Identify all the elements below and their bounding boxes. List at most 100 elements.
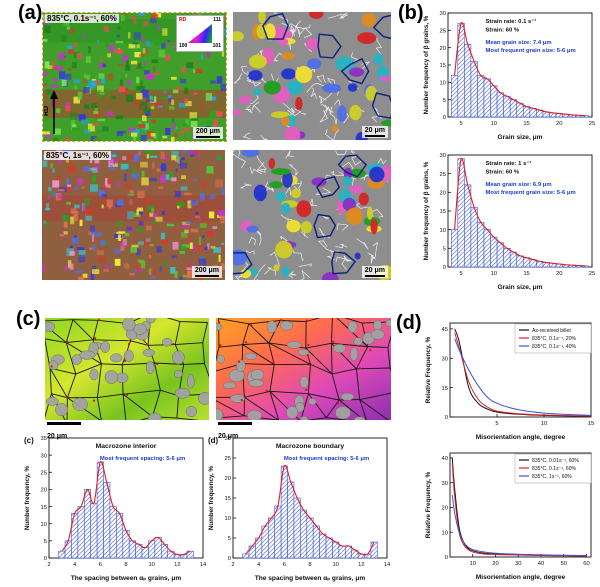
svg-text:20: 20	[440, 191, 446, 197]
svg-text:Misorientation angle, degree: Misorientation angle, degree	[476, 434, 566, 441]
svg-text:15: 15	[523, 121, 529, 127]
svg-text:2: 2	[231, 562, 234, 568]
svg-text:0: 0	[228, 556, 231, 562]
scale-bar: 200 μm	[192, 126, 223, 139]
svg-text:35: 35	[41, 436, 47, 442]
svg-text:30: 30	[41, 453, 47, 459]
panel-c-label: (c)	[16, 308, 41, 330]
ipf-101-label: 101	[212, 43, 221, 49]
misorientation-plot-60pct: 10 20 30 40 50 60 0 10 20 30 40 835°C, 0.01s⁻¹, 60%…	[425, 452, 592, 581]
svg-text:8: 8	[308, 562, 311, 568]
svg-text:40: 40	[538, 561, 544, 567]
svg-text:2: 2	[47, 562, 50, 568]
svg-text:835°C, 0.01s⁻¹, 60%: 835°C, 0.01s⁻¹, 60%	[532, 458, 579, 464]
svg-text:30: 30	[442, 356, 448, 362]
ipf-map-image	[42, 150, 225, 280]
ipf-100-label: 100	[179, 43, 188, 49]
svg-text:10: 10	[41, 522, 47, 528]
ipf-color-key: RD 111 100 101	[176, 15, 224, 52]
svg-text:10: 10	[470, 561, 476, 567]
macrozone-boundary-map	[216, 318, 391, 420]
svg-text:10: 10	[541, 421, 547, 427]
grain-map-image	[233, 12, 391, 140]
svg-text:Macrozone boundary: Macrozone boundary	[276, 443, 345, 450]
svg-text:Number frequency of β grains,: Number frequency of β grains, %	[423, 15, 430, 114]
svg-text:Grain size, μm: Grain size, μm	[497, 134, 542, 141]
svg-text:Number frequency, %: Number frequency, %	[24, 465, 31, 530]
ipf-111-label: 111	[213, 17, 221, 23]
svg-text:5: 5	[495, 421, 498, 427]
svg-text:15: 15	[523, 271, 529, 277]
svg-text:20: 20	[556, 271, 562, 277]
svg-text:15: 15	[225, 496, 231, 502]
scale-label: 20 μm	[364, 266, 385, 274]
svg-text:Misorientation angle, degree: Misorientation angle, degree	[476, 574, 566, 581]
svg-text:30: 30	[440, 11, 446, 17]
svg-text:As-received billet: As-received billet	[532, 328, 571, 334]
scale-bar: 200 μm	[191, 265, 222, 278]
svg-text:20: 20	[440, 46, 446, 52]
spacing-histogram-interior: 2 4 6 8 10 12 14 0 5 10 15 20 25 30 35 Macrozone interi…	[24, 436, 207, 582]
scale-bar-line	[194, 274, 219, 277]
scale-label: 20 μm	[218, 432, 239, 440]
scale-bar: 20 μm	[218, 422, 252, 443]
scale-label: 20 μm	[364, 126, 385, 134]
scale-bar: 20 μm	[361, 265, 388, 278]
svg-text:45: 45	[442, 327, 448, 333]
svg-text:Grain size, μm: Grain size, μm	[497, 284, 542, 291]
svg-text:835°C, 1s⁻¹, 60%: 835°C, 1s⁻¹, 60%	[532, 474, 572, 480]
svg-text:15: 15	[440, 63, 446, 69]
scale-label: 200 μm	[195, 127, 220, 135]
svg-text:Most frequent spacing: 5-6 μm: Most frequent spacing: 5-6 μm	[284, 456, 369, 462]
svg-text:20: 20	[556, 121, 562, 127]
micrograph-image	[216, 318, 391, 420]
svg-text:5: 5	[443, 98, 446, 104]
scale-bar-line	[195, 135, 220, 138]
grain-size-histogram-1s: 5 10 15 20 25 0 5 10 15 20 25 30 Strain rate: 1 s⁻¹ S…	[423, 153, 595, 291]
svg-text:5: 5	[459, 271, 462, 277]
svg-text:10: 10	[491, 271, 497, 277]
svg-text:Relative Frequency, %: Relative Frequency, %	[425, 336, 432, 403]
spacing-histogram-boundary: 2 4 6 8 10 12 14 0 5 10 15 20 25 30 Macrozone boundary…	[208, 436, 391, 582]
macrozone-interior-map	[45, 318, 209, 420]
svg-text:15: 15	[588, 421, 594, 427]
svg-text:The spacing between αₚ grains,: The spacing between αₚ grains, μm	[255, 575, 366, 582]
svg-text:Most frequent spacing: 5-6 μm: Most frequent spacing: 5-6 μm	[100, 456, 185, 462]
svg-text:5: 5	[459, 121, 462, 127]
svg-text:0: 0	[445, 555, 448, 561]
grain-map-image	[233, 150, 391, 280]
direction-label: RD	[44, 106, 50, 116]
svg-text:4: 4	[257, 562, 261, 568]
svg-text:30: 30	[225, 436, 231, 442]
svg-text:6: 6	[99, 562, 102, 568]
svg-text:Strain: 60 %: Strain: 60 %	[485, 27, 519, 33]
svg-text:20: 20	[41, 488, 47, 494]
svg-text:10: 10	[225, 516, 231, 522]
panel-d-label: (d)	[396, 312, 422, 334]
svg-text:5: 5	[443, 247, 446, 253]
svg-text:40: 40	[442, 456, 448, 462]
svg-text:The spacing between αₚ grains,: The spacing between αₚ grains, μm	[71, 575, 182, 582]
ipf-triangle-icon	[188, 24, 212, 43]
scale-bar-line	[218, 422, 252, 425]
svg-text:835°C, 0.1s⁻¹, 40%: 835°C, 0.1s⁻¹, 40%	[532, 344, 577, 350]
svg-text:10: 10	[442, 530, 448, 536]
svg-text:30: 30	[515, 561, 521, 567]
beta-grain-map-01s: 20 μm	[233, 12, 391, 140]
scale-label: 200 μm	[194, 266, 219, 274]
svg-text:10: 10	[148, 562, 154, 568]
svg-text:Most frequent grain size: 5-6: Most frequent grain size: 5-6 μm	[485, 48, 575, 54]
svg-text:0: 0	[443, 115, 446, 121]
svg-text:20: 20	[492, 561, 498, 567]
svg-text:10: 10	[440, 228, 446, 234]
micrograph-image	[45, 318, 209, 420]
ebsd-ipf-map-01s: 835°C, 0.1s⁻¹, 60% RD 111 100 101 200 μm	[42, 12, 227, 142]
svg-text:20: 20	[225, 476, 231, 482]
svg-text:835°C, 0.1s⁻¹, 20%: 835°C, 0.1s⁻¹, 20%	[532, 336, 577, 342]
svg-text:15: 15	[41, 505, 47, 511]
scale-bar: 20 μm	[47, 422, 81, 443]
svg-text:8: 8	[124, 562, 127, 568]
svg-text:30: 30	[442, 481, 448, 487]
svg-text:Mean grain size: 6.9 μm: Mean grain size: 6.9 μm	[485, 182, 551, 188]
svg-text:60: 60	[583, 561, 589, 567]
